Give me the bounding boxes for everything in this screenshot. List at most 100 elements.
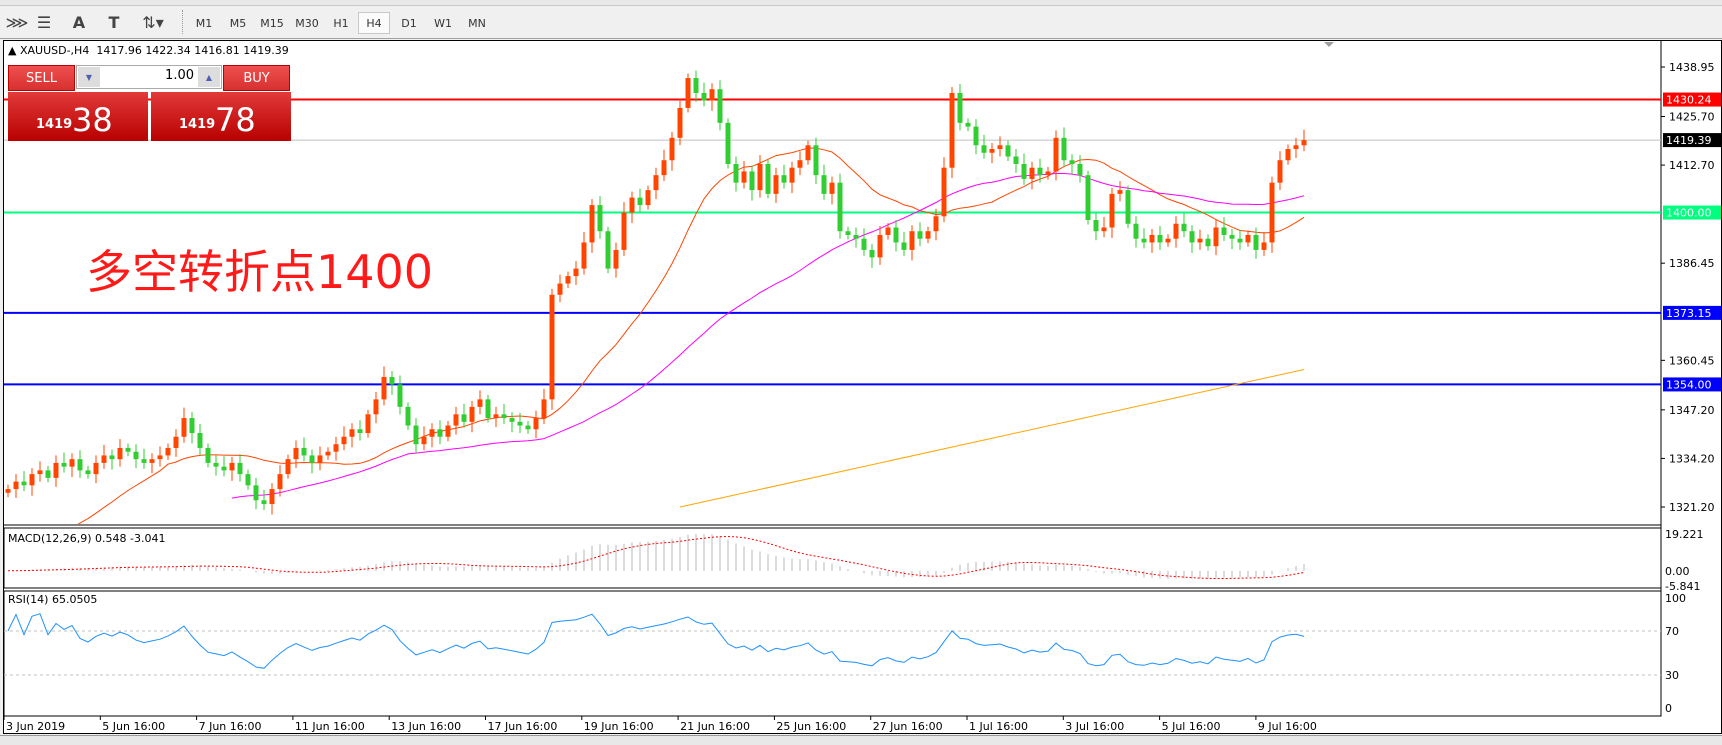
candle-body bbox=[269, 489, 275, 505]
time-tick-label: 7 Jun 16:00 bbox=[199, 720, 262, 733]
candle-body bbox=[1085, 175, 1091, 221]
timeframe-mn[interactable]: MN bbox=[468, 16, 486, 30]
candle-body bbox=[989, 149, 995, 153]
level-label: 1419.39 bbox=[1666, 134, 1712, 147]
timeframe-m30[interactable]: M30 bbox=[295, 16, 319, 30]
one-click-trading-panel: SELL ▼ 1.00 ▲ BUY 1419 38 1419 78 bbox=[8, 65, 291, 141]
timeframe-d1[interactable]: D1 bbox=[401, 16, 417, 30]
text-icon[interactable]: A bbox=[72, 12, 86, 32]
chart-tabs-bar[interactable] bbox=[0, 735, 1722, 745]
candle-body bbox=[709, 89, 715, 101]
candle bbox=[493, 406, 499, 428]
candle bbox=[317, 446, 323, 471]
candle-body bbox=[165, 447, 171, 456]
candle-body bbox=[85, 470, 91, 475]
text-label-icon[interactable]: T bbox=[108, 12, 120, 32]
candle-body bbox=[773, 175, 779, 194]
candle-body bbox=[309, 455, 315, 463]
candle-body bbox=[813, 145, 819, 176]
candle bbox=[405, 402, 411, 431]
candle-body bbox=[285, 459, 291, 475]
candle bbox=[853, 227, 859, 248]
candle-body bbox=[1077, 163, 1083, 176]
candle bbox=[717, 80, 723, 131]
lot-increase-icon[interactable]: ▲ bbox=[198, 67, 220, 87]
timeframe-m1[interactable]: M1 bbox=[195, 16, 213, 30]
candle bbox=[205, 443, 211, 468]
sell-price-box[interactable]: 1419 38 bbox=[8, 92, 148, 141]
candle bbox=[181, 407, 187, 443]
lot-size-field[interactable]: ▼ 1.00 ▲ bbox=[76, 65, 222, 89]
candle-body bbox=[605, 231, 611, 269]
buy-price-small: 1419 bbox=[179, 117, 216, 132]
time-tick-label: 5 Jun 16:00 bbox=[102, 720, 165, 733]
candle bbox=[589, 199, 595, 253]
candle bbox=[237, 453, 243, 482]
buy-button[interactable]: BUY bbox=[223, 65, 290, 91]
rsi-tick-label: 100 bbox=[1665, 592, 1686, 605]
candle-body bbox=[1157, 234, 1163, 243]
candle bbox=[325, 447, 331, 460]
candle-body bbox=[293, 447, 299, 460]
candle-body bbox=[141, 459, 147, 463]
buy-price-box[interactable]: 1419 78 bbox=[151, 92, 291, 141]
timeframe-w1[interactable]: W1 bbox=[434, 16, 452, 30]
candle bbox=[301, 437, 307, 462]
candle bbox=[1149, 228, 1155, 253]
candle-body bbox=[797, 160, 803, 168]
candle-body bbox=[493, 414, 499, 419]
candle-body bbox=[1221, 227, 1227, 235]
chart-window[interactable] bbox=[3, 40, 1722, 734]
timeframe-m5[interactable]: M5 bbox=[229, 16, 247, 30]
time-tick-label: 9 Jul 16:00 bbox=[1258, 720, 1317, 733]
candle-body bbox=[525, 425, 531, 430]
candle-body bbox=[1197, 238, 1203, 243]
candle-body bbox=[117, 447, 123, 460]
arrows-icon[interactable]: ⇅▾ bbox=[142, 12, 164, 32]
time-tick-label: 17 Jun 16:00 bbox=[488, 720, 558, 733]
price-tick-label: 1386.45 bbox=[1669, 257, 1715, 270]
candle-body bbox=[1037, 167, 1043, 176]
candle bbox=[1293, 137, 1299, 158]
candle bbox=[597, 196, 603, 239]
candle-body bbox=[437, 429, 443, 437]
timeframe-h1[interactable]: H1 bbox=[333, 16, 349, 30]
candle bbox=[461, 403, 467, 428]
candle bbox=[813, 137, 819, 185]
time-tick-label: 1 Jul 16:00 bbox=[969, 720, 1028, 733]
candle bbox=[1277, 151, 1283, 191]
chart-shift-marker-icon bbox=[1324, 42, 1334, 47]
timeframe-m15[interactable]: M15 bbox=[260, 16, 284, 30]
candle-body bbox=[1093, 220, 1099, 232]
candle-body bbox=[357, 429, 363, 434]
candle bbox=[349, 423, 355, 448]
candle-body bbox=[69, 459, 75, 467]
level-label: 1354.00 bbox=[1666, 378, 1712, 391]
candle bbox=[21, 471, 27, 492]
candle bbox=[245, 469, 251, 490]
sell-button[interactable]: SELL bbox=[8, 65, 75, 91]
candle bbox=[749, 165, 755, 201]
fibonacci-fan-icon[interactable]: ☰ bbox=[36, 12, 52, 32]
candle bbox=[557, 274, 563, 303]
candle bbox=[1045, 166, 1051, 180]
candle bbox=[925, 226, 931, 244]
candle bbox=[725, 118, 731, 169]
candle bbox=[981, 134, 987, 159]
candle bbox=[757, 155, 763, 198]
lot-size-value[interactable]: 1.00 bbox=[165, 68, 194, 83]
candle-body bbox=[1213, 227, 1219, 247]
timeframe-h4[interactable]: H4 bbox=[358, 12, 390, 34]
elliott-wave-icon[interactable]: ⋙ bbox=[5, 12, 29, 32]
lot-decrease-icon[interactable]: ▼ bbox=[78, 67, 100, 87]
collapse-triangle-icon[interactable]: ▲ bbox=[8, 44, 20, 57]
candle bbox=[117, 438, 123, 467]
candle bbox=[709, 83, 715, 111]
candle-body bbox=[1301, 140, 1307, 146]
candle-body bbox=[589, 205, 595, 243]
chart-header: ▲ XAUUSD-,H4 1417.96 1422.34 1416.81 141… bbox=[8, 44, 289, 57]
candle bbox=[517, 412, 523, 434]
candle bbox=[821, 164, 827, 200]
candle bbox=[645, 185, 651, 210]
